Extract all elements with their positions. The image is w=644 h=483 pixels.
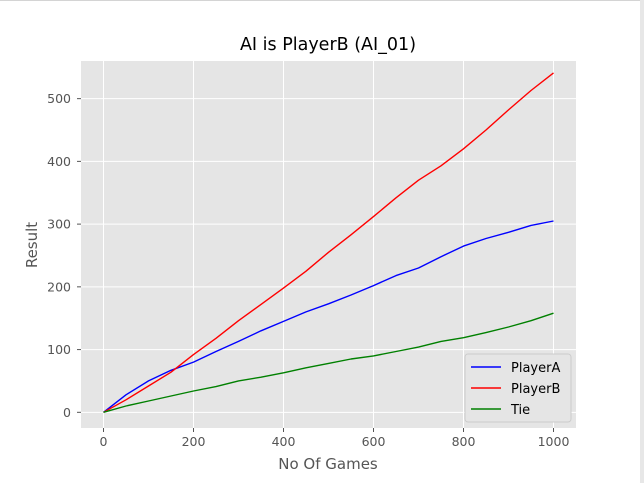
x-tick-label: 800 (452, 434, 476, 449)
y-tick-label: 100 (47, 342, 71, 357)
x-tick-label: 600 (362, 434, 386, 449)
y-tick-label: 400 (47, 154, 71, 169)
legend-label-tie: Tie (510, 403, 530, 418)
x-axis-label: No Of Games (278, 455, 378, 473)
series-lines (103, 72, 554, 413)
x-tick-label: 200 (182, 434, 206, 449)
y-axis-label: Result (23, 222, 41, 268)
y-tick-label: 300 (47, 217, 71, 232)
legend-label-playerb: PlayerB (511, 382, 560, 397)
x-tick-label: 400 (272, 434, 296, 449)
series-line-playerb (103, 72, 554, 413)
legend-box (464, 353, 572, 423)
x-tick-label: 1000 (538, 434, 570, 449)
x-tick-label: 0 (100, 434, 108, 449)
chart-title: AI is PlayerB (AI_01) (240, 35, 416, 55)
x-axis-ticks: 0 200 400 600 800 1000 (100, 428, 570, 449)
y-tick-label: 0 (63, 405, 71, 420)
series-line-playera (103, 220, 554, 413)
y-tick-label: 200 (47, 279, 71, 294)
y-tick-label: 500 (47, 91, 71, 106)
window-top-edge (0, 0, 644, 1)
legend-label-playera: PlayerA (511, 361, 560, 376)
series-line-tie (103, 312, 554, 413)
legend: PlayerA PlayerB Tie (464, 353, 572, 423)
y-axis-ticks: 0 100 200 300 400 500 (47, 91, 81, 420)
window-right-edge (640, 0, 644, 483)
